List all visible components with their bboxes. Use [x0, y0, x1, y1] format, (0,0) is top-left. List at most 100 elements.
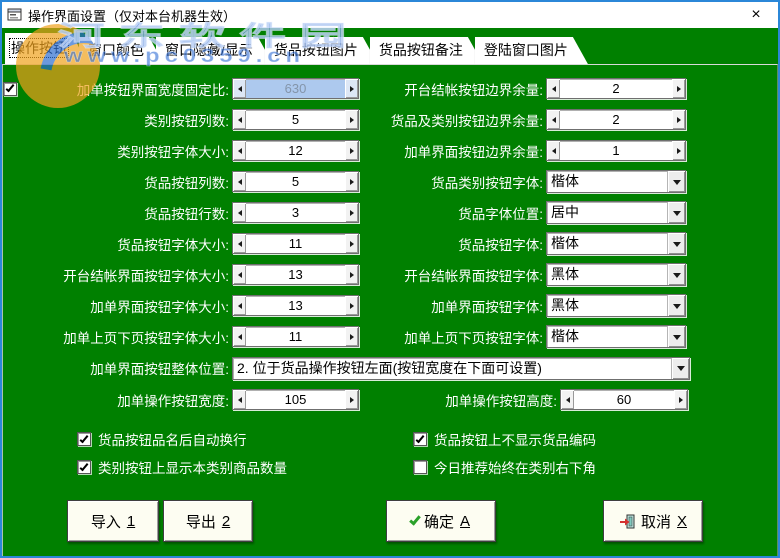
export-button[interactable]: 导出 2 — [163, 500, 253, 542]
chevron-down-icon — [672, 272, 681, 278]
spin-left-arrow[interactable] — [233, 265, 246, 284]
spinner-value[interactable]: 11 — [288, 236, 303, 251]
spin-left-arrow[interactable] — [233, 141, 246, 160]
width-fixed-checkbox[interactable] — [3, 81, 17, 96]
product-category-font-combo[interactable]: 楷体 — [546, 170, 686, 193]
spin-right-arrow[interactable] — [345, 110, 358, 129]
combo-value[interactable]: 楷体 — [551, 173, 579, 189]
ok-button[interactable]: 确定 A — [386, 500, 496, 542]
order-screen-margin-spinner[interactable]: 1 — [546, 140, 686, 161]
cancel-button[interactable]: 取消 X — [603, 500, 703, 542]
spin-left-arrow[interactable] — [233, 234, 246, 253]
paging-button-font-combo[interactable]: 楷体 — [546, 325, 686, 348]
check-icon — [5, 82, 15, 93]
category-button-font-size-spinner[interactable]: 12 — [232, 140, 359, 161]
spinner-value[interactable]: 5 — [291, 174, 300, 189]
checkbox-label: 今日推荐始终在类别右下角 — [434, 461, 596, 476]
order-screen-font-size-spinner[interactable]: 13 — [232, 295, 359, 316]
spinner-value[interactable]: 11 — [288, 329, 303, 344]
spinner-value[interactable]: 5 — [291, 112, 300, 127]
spin-right-arrow[interactable] — [345, 296, 358, 315]
combo-value[interactable]: 黑体 — [551, 266, 579, 282]
spinner-value[interactable]: 105 — [284, 392, 307, 407]
combo-value[interactable]: 楷体 — [551, 235, 579, 251]
order-screen-font-combo[interactable]: 黑体 — [546, 294, 686, 317]
product-button-font-size-spinner[interactable]: 11 — [232, 233, 359, 254]
spin-right-arrow[interactable] — [345, 79, 358, 98]
spin-right-arrow[interactable] — [345, 265, 358, 284]
hide-product-code-checkbox[interactable] — [413, 432, 427, 446]
product-font-position-combo[interactable]: 居中 — [546, 201, 686, 224]
spin-right-arrow[interactable] — [345, 234, 358, 253]
tab-window-colors[interactable]: 窗口颜色 — [79, 37, 164, 64]
spinner-value[interactable]: 1 — [612, 143, 620, 158]
combo-dropdown-button[interactable] — [667, 326, 685, 347]
show-category-item-count-checkbox[interactable] — [77, 460, 91, 474]
spin-left-arrow[interactable] — [547, 141, 560, 160]
combo-dropdown-button[interactable] — [667, 171, 685, 192]
checkout-button-margin-spinner[interactable]: 2 — [546, 78, 686, 99]
close-button[interactable]: × — [734, 2, 778, 28]
spin-right-arrow[interactable] — [345, 172, 358, 191]
combo-value[interactable]: 黑体 — [551, 297, 579, 313]
spin-right-arrow[interactable] — [345, 390, 358, 409]
spin-right-arrow[interactable] — [345, 327, 358, 346]
checkout-screen-font-combo[interactable]: 黑体 — [546, 263, 686, 286]
spinner-value[interactable]: 12 — [288, 143, 303, 158]
order-buttons-position-combo[interactable]: 2. 位于货品操作按钮左面(按钮宽度在下面可设置) — [232, 356, 690, 380]
product-button-font-combo[interactable]: 楷体 — [546, 232, 686, 255]
combo-value[interactable]: 楷体 — [551, 328, 579, 344]
spin-left-arrow[interactable] — [233, 296, 246, 315]
category-button-columns-label: 类别按钮列数: — [144, 113, 229, 129]
spin-left-arrow[interactable] — [233, 203, 246, 222]
spinner-value[interactable]: 13 — [288, 267, 303, 282]
tab-operation-buttons[interactable]: 操作按钮 — [5, 33, 87, 64]
tab-window-hide-show[interactable]: 窗口隐藏/显示 — [156, 37, 273, 64]
order-action-button-height-spinner[interactable]: 60 — [560, 389, 688, 410]
app-window-icon — [7, 8, 23, 22]
spin-right-arrow[interactable] — [672, 110, 685, 129]
spin-right-arrow[interactable] — [345, 141, 358, 160]
spinner-value[interactable]: 60 — [616, 392, 632, 407]
auto-wrap-product-name-checkbox[interactable] — [77, 432, 91, 446]
category-button-columns-spinner[interactable]: 5 — [232, 109, 359, 130]
spinner-value[interactable]: 3 — [291, 205, 300, 220]
order-action-button-width-spinner[interactable]: 105 — [232, 389, 359, 410]
combo-dropdown-button[interactable] — [667, 295, 685, 316]
product-button-columns-spinner[interactable]: 5 — [232, 171, 359, 192]
tab-product-button-notes[interactable]: 货品按钮备注 — [370, 37, 483, 64]
combo-dropdown-button[interactable] — [671, 357, 689, 379]
product-category-margin-spinner[interactable]: 2 — [546, 109, 686, 130]
spin-left-arrow[interactable] — [547, 110, 560, 129]
import-button[interactable]: 导入 1 — [67, 500, 159, 542]
spin-left-arrow[interactable] — [233, 172, 246, 191]
spin-left-arrow[interactable] — [233, 327, 246, 346]
product-button-rows-spinner[interactable]: 3 — [232, 202, 359, 223]
spin-right-arrow[interactable] — [672, 141, 685, 160]
left-arrow-icon — [237, 302, 242, 309]
spinner-value[interactable]: 2 — [612, 81, 620, 96]
spin-left-arrow[interactable] — [561, 390, 574, 409]
today-special-bottom-right-checkbox[interactable] — [413, 460, 427, 474]
combo-value[interactable]: 2. 位于货品操作按钮左面(按钮宽度在下面可设置) — [237, 359, 542, 376]
spinner-value[interactable]: 13 — [288, 298, 303, 313]
combo-value[interactable]: 居中 — [551, 204, 579, 220]
form-row: 加单界面按钮整体位置: 2. 位于货品操作按钮左面(按钮宽度在下面可设置) — [3, 352, 777, 384]
checkout-screen-font-size-spinner[interactable]: 13 — [232, 264, 359, 285]
spin-left-arrow[interactable] — [233, 390, 246, 409]
paging-button-font-size-spinner[interactable]: 11 — [232, 326, 359, 347]
spin-left-arrow[interactable] — [233, 79, 246, 98]
spin-left-arrow[interactable] — [233, 110, 246, 129]
combo-dropdown-button[interactable] — [667, 264, 685, 285]
spin-right-arrow[interactable] — [672, 79, 685, 98]
right-arrow-icon — [349, 116, 354, 123]
tab-login-window-image[interactable]: 登陆窗口图片 — [475, 37, 588, 64]
spin-right-arrow[interactable] — [345, 203, 358, 222]
spin-left-arrow[interactable] — [547, 79, 560, 98]
combo-dropdown-button[interactable] — [667, 233, 685, 254]
spin-right-arrow[interactable] — [674, 390, 687, 409]
tab-product-button-images[interactable]: 货品按钮图片 — [265, 37, 378, 64]
close-icon: × — [751, 6, 761, 23]
combo-dropdown-button[interactable] — [667, 202, 685, 223]
spinner-value[interactable]: 2 — [612, 112, 620, 127]
